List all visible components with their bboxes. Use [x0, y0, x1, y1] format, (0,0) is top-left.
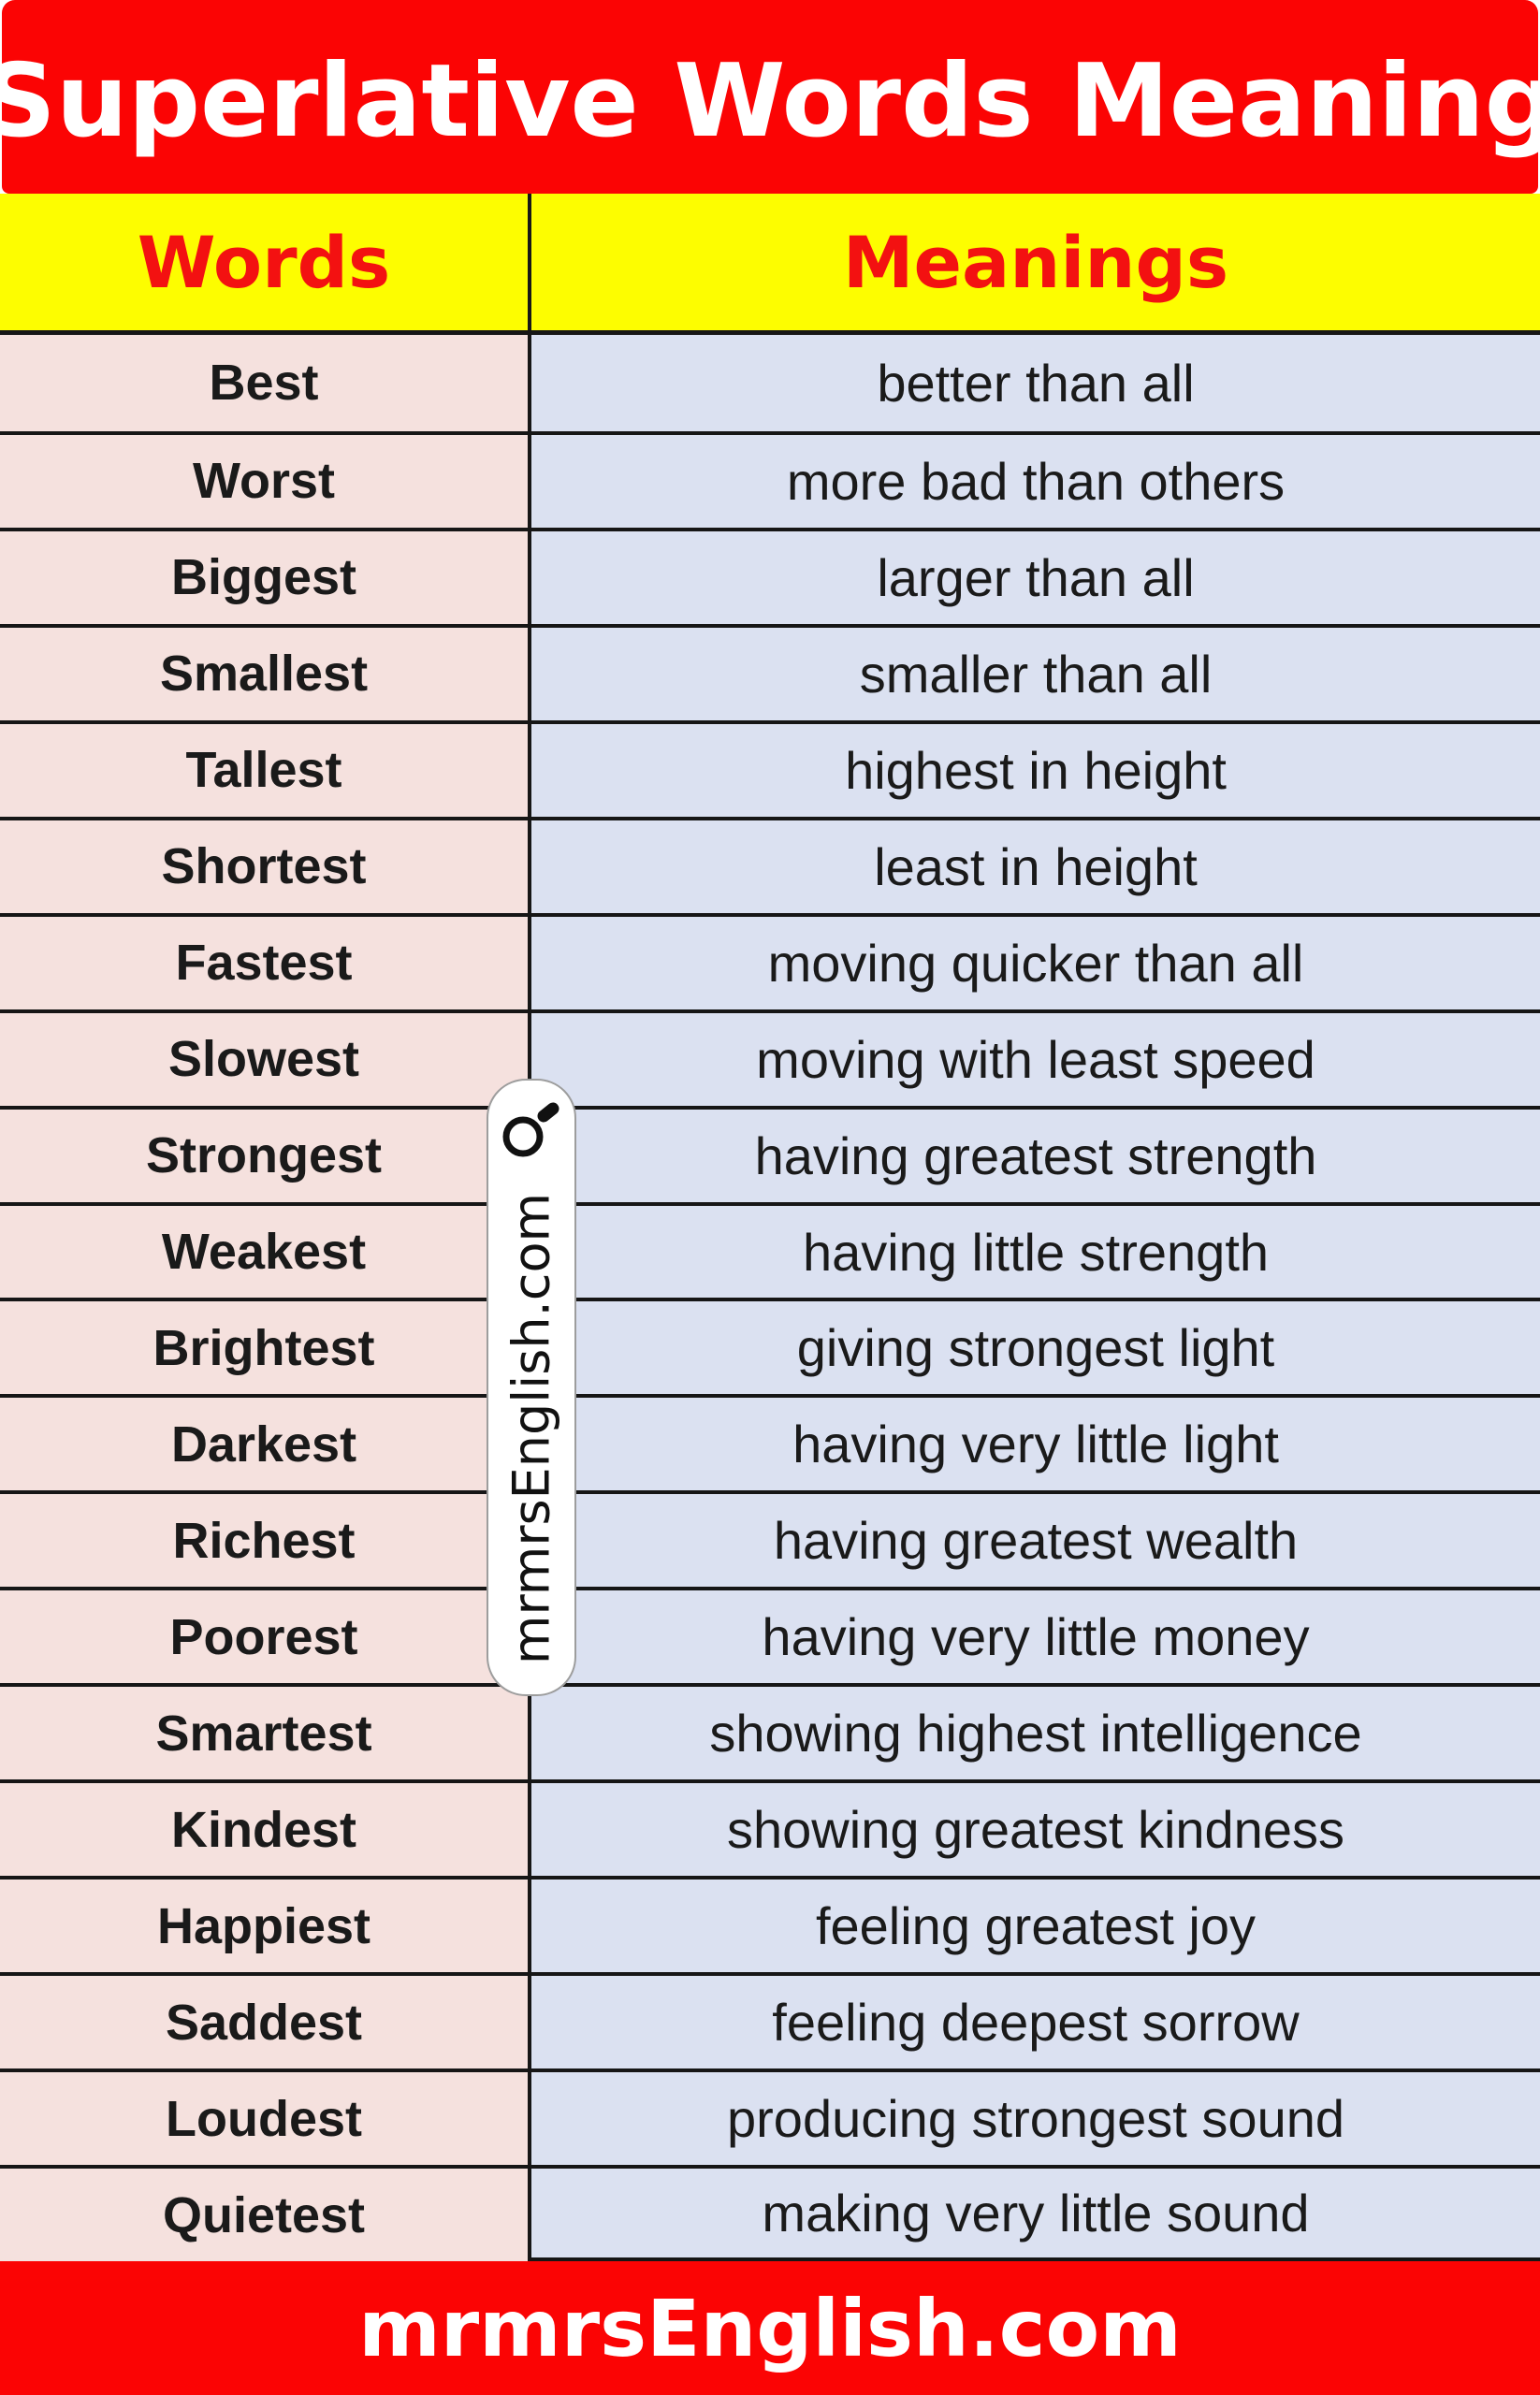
meaning-cell: having very little money — [531, 1587, 1540, 1684]
meaning-cell: making very little sound — [531, 2165, 1540, 2261]
table-row: Strongest having greatest strength — [0, 1105, 1540, 1202]
table-row: Slowest moving with least speed — [0, 1009, 1540, 1106]
meaning-cell: feeling deepest sorrow — [531, 1972, 1540, 2069]
word-cell: Happiest — [0, 1876, 531, 1973]
table-row: Happiest feeling greatest joy — [0, 1876, 1540, 1973]
column-header-meanings: Meanings — [842, 220, 1229, 304]
table-row: Weakest having little strength — [0, 1201, 1540, 1299]
table-row: Biggest larger than all — [0, 527, 1540, 624]
column-header-words: Words — [0, 194, 531, 330]
word-cell: Darkest — [0, 1394, 531, 1491]
table-row: Loudest producing strongest sound — [0, 2068, 1540, 2166]
meaning-cell: least in height — [531, 816, 1540, 913]
word-cell: Slowest — [0, 1009, 531, 1106]
table-row: Quietest making very little sound — [0, 2165, 1540, 2261]
word-cell: Poorest — [0, 1587, 531, 1684]
table-row: Poorest having very little money — [0, 1587, 1540, 1684]
word-cell: Loudest — [0, 2068, 531, 2166]
magnifier-icon — [502, 1102, 559, 1157]
table-row: Richest having greatest wealth — [0, 1490, 1540, 1588]
meaning-cell: giving strongest light — [531, 1298, 1540, 1395]
table-row: Saddest feeling deepest sorrow — [0, 1972, 1540, 2069]
table-row: Kindest showing greatest kindness — [0, 1779, 1540, 1877]
meaning-cell: having greatest strength — [531, 1105, 1540, 1202]
table-row: Smartest showing highest intelligence — [0, 1683, 1540, 1780]
table-row: Smallest smaller than all — [0, 623, 1540, 720]
word-table-body: Best better than all Worst more bad than… — [0, 335, 1540, 2261]
footer-banner: mrmrsEnglish.com — [0, 2261, 1540, 2395]
table-row: Shortest least in height — [0, 816, 1540, 913]
meaning-cell: better than all — [531, 335, 1540, 431]
meaning-cell: having very little light — [531, 1394, 1540, 1491]
title-banner: Superlative Words Meaning — [0, 0, 1540, 194]
meaning-cell: producing strongest sound — [531, 2068, 1540, 2166]
word-cell: Smartest — [0, 1683, 531, 1780]
word-cell: Quietest — [0, 2165, 531, 2261]
word-cell: Worst — [0, 430, 531, 528]
meaning-cell: showing highest intelligence — [531, 1683, 1540, 1780]
word-cell: Shortest — [0, 816, 531, 913]
word-cell: Richest — [0, 1490, 531, 1588]
word-cell: Tallest — [0, 719, 531, 817]
watermark-text-wrap: mrmrsEnglish.com — [488, 1163, 574, 1694]
footer-site-name: mrmrsEnglish.com — [358, 2282, 1182, 2374]
watermark-text: mrmrsEnglish.com — [501, 1192, 561, 1665]
table-row: Fastest moving quicker than all — [0, 912, 1540, 1009]
meaning-cell: highest in height — [531, 719, 1540, 817]
page-title: Superlative Words Meaning — [0, 43, 1540, 160]
meaning-cell: smaller than all — [531, 623, 1540, 720]
meaning-cell: having greatest wealth — [531, 1490, 1540, 1588]
word-cell: Biggest — [0, 527, 531, 624]
meaning-cell: feeling greatest joy — [531, 1876, 1540, 1973]
word-cell: Smallest — [0, 623, 531, 720]
word-cell: Strongest — [0, 1105, 531, 1202]
word-cell: Weakest — [0, 1201, 531, 1299]
watermark-pill: mrmrsEnglish.com — [487, 1079, 576, 1696]
word-cell: Best — [0, 335, 531, 431]
meaning-cell: showing greatest kindness — [531, 1779, 1540, 1877]
meaning-cell: larger than all — [531, 527, 1540, 624]
table-row: Brightest giving strongest light — [0, 1298, 1540, 1395]
table-row: Darkest having very little light — [0, 1394, 1540, 1491]
meaning-cell: more bad than others — [531, 430, 1540, 528]
word-cell: Fastest — [0, 912, 531, 1009]
column-header-band: Words Meanings — [0, 194, 1540, 335]
table-row: Tallest highest in height — [0, 719, 1540, 817]
word-cell: Brightest — [0, 1298, 531, 1395]
meaning-cell: moving quicker than all — [531, 912, 1540, 1009]
table-row: Best better than all — [0, 335, 1540, 431]
meaning-cell: having little strength — [531, 1201, 1540, 1299]
word-cell: Kindest — [0, 1779, 531, 1877]
meaning-cell: moving with least speed — [531, 1009, 1540, 1106]
table-row: Worst more bad than others — [0, 430, 1540, 528]
word-cell: Saddest — [0, 1972, 531, 2069]
